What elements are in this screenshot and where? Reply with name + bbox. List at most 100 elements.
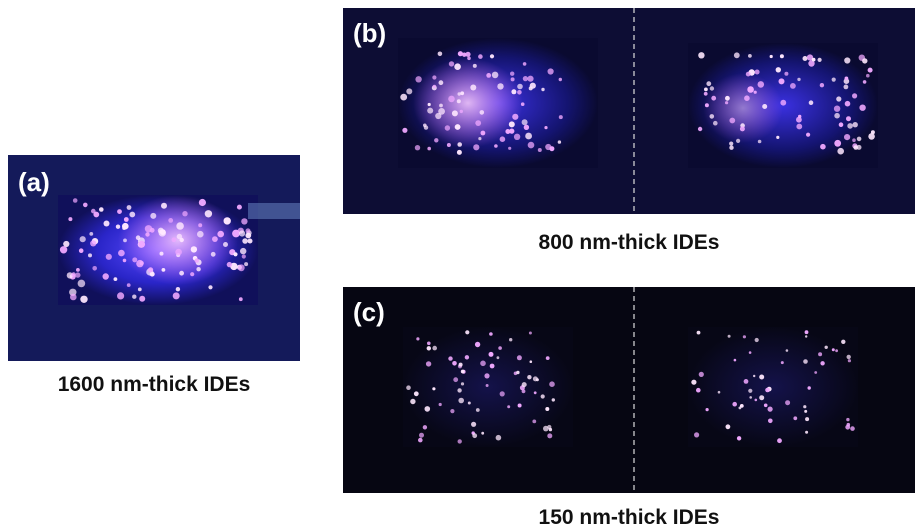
light-spot: [197, 230, 204, 238]
light-spot: [729, 141, 734, 146]
light-spot: [733, 52, 740, 59]
light-spot: [488, 351, 494, 357]
light-spot: [132, 257, 138, 263]
light-spot: [836, 96, 842, 102]
light-spot: [245, 232, 252, 239]
light-spot: [698, 371, 704, 377]
light-spot: [478, 54, 483, 59]
light-spot: [172, 292, 180, 300]
light-spot: [548, 427, 553, 432]
light-spot: [776, 135, 780, 139]
light-spot: [402, 127, 408, 133]
light-spot: [804, 330, 809, 335]
light-spot: [168, 218, 174, 223]
light-spot: [212, 236, 218, 242]
light-spot: [703, 91, 708, 96]
light-spot: [798, 114, 802, 119]
light-spot: [694, 432, 700, 438]
light-spot: [529, 360, 533, 363]
light-spot: [438, 108, 445, 115]
light-spot: [496, 356, 500, 360]
light-spot: [226, 261, 233, 268]
light-spot: [742, 335, 746, 339]
light-spot: [846, 116, 851, 122]
light-spot: [149, 271, 155, 277]
light-spot: [427, 102, 431, 107]
light-spot: [859, 104, 866, 111]
light-spot: [419, 432, 424, 438]
light-spot: [426, 346, 431, 351]
light-spot: [446, 143, 451, 147]
caption: 800 nm-thick IDEs: [538, 231, 720, 254]
light-spot: [494, 144, 498, 148]
light-spot: [845, 424, 851, 430]
light-spot: [438, 402, 442, 407]
light-spot: [233, 252, 238, 257]
light-spot: [105, 253, 112, 260]
light-spot: [138, 240, 146, 248]
light-spot: [451, 110, 458, 117]
light-spot: [803, 359, 808, 364]
light-spot: [768, 418, 773, 424]
light-spot: [541, 87, 545, 92]
light-spot: [489, 332, 493, 336]
light-spot: [753, 374, 756, 378]
light-spot: [803, 405, 807, 409]
light-spot: [811, 57, 816, 62]
light-spot: [115, 224, 121, 229]
light-spot: [465, 330, 470, 335]
light-spot: [179, 270, 185, 276]
light-spot: [99, 207, 104, 212]
light-spot: [846, 354, 851, 360]
light-spot: [727, 334, 731, 338]
light-spot: [93, 211, 100, 218]
panel-label: (a): [18, 167, 50, 197]
light-spot: [844, 76, 849, 81]
light-spot: [868, 133, 875, 140]
light-spot: [522, 76, 528, 82]
light-spot: [176, 233, 183, 240]
light-spot: [182, 211, 188, 217]
light-spot: [797, 77, 801, 82]
light-spots: [400, 51, 563, 155]
light-spot: [790, 83, 796, 89]
light-spot: [717, 390, 721, 394]
light-spots: [691, 330, 855, 444]
light-spot: [748, 388, 753, 393]
light-spot: [706, 81, 712, 87]
light-spot: [448, 95, 455, 103]
light-spot: [491, 71, 499, 79]
light-spot: [159, 229, 166, 235]
light-spot: [198, 198, 206, 207]
light-spot: [510, 71, 515, 76]
light-spot: [117, 209, 122, 214]
light-spot: [507, 405, 511, 409]
light-spot: [118, 249, 125, 257]
light-spot: [497, 83, 504, 90]
light-spot: [424, 406, 431, 412]
light-spot: [785, 400, 791, 406]
light-spot: [807, 386, 811, 390]
light-spot: [705, 408, 709, 412]
light-spot: [102, 273, 109, 280]
light-spot: [540, 394, 545, 399]
light-spot: [194, 258, 199, 263]
light-spot: [75, 272, 81, 278]
light-spot: [704, 87, 708, 92]
light-spot: [123, 217, 129, 222]
light-spot: [525, 132, 532, 140]
light-spot: [400, 93, 408, 101]
light-spot: [467, 401, 471, 405]
light-spot: [528, 331, 532, 335]
light-spot: [517, 83, 523, 90]
light-spot: [450, 409, 455, 414]
light-spot: [80, 295, 88, 303]
light-spot: [713, 120, 718, 126]
light-spot: [736, 138, 741, 143]
light-spot: [831, 348, 835, 352]
light-spot: [725, 424, 731, 430]
light-spot: [522, 62, 527, 66]
light-spot: [239, 230, 246, 237]
light-spot: [806, 54, 814, 61]
